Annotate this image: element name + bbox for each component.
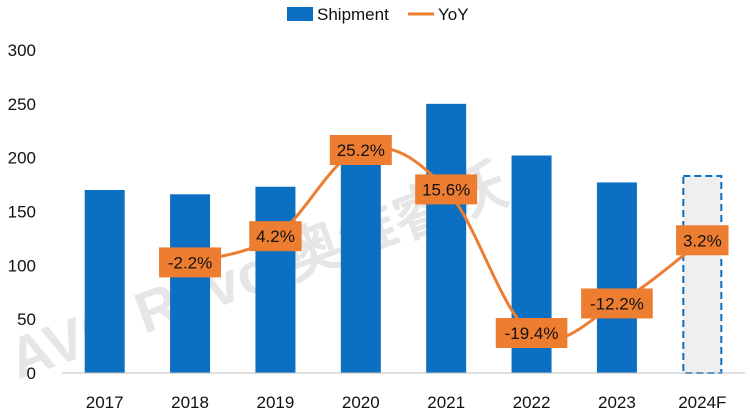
- yoy-label: 15.6%: [415, 174, 478, 205]
- y-tick-label: 300: [8, 41, 36, 60]
- yoy-label-box: [495, 318, 568, 348]
- yoy-label: -2.2%: [159, 247, 222, 278]
- legend-label-shipment: Shipment: [317, 5, 389, 24]
- yoy-labels: -2.2% 4.2% 25.2% 15.6% -19.4% -12.2% 3.2%: [159, 135, 729, 348]
- x-tick-label: 2021: [427, 393, 465, 412]
- yoy-label-text: -2.2%: [168, 253, 212, 272]
- yoy-label-box: [249, 221, 302, 252]
- legend-label-yoy: YoY: [438, 5, 469, 24]
- y-tick-label: 200: [8, 149, 36, 168]
- yoy-label-text: -19.4%: [505, 324, 559, 343]
- legend: Shipment YoY: [287, 5, 469, 24]
- x-tick-label: 2022: [513, 393, 551, 412]
- y-tick-label: 100: [8, 256, 36, 275]
- yoy-label-box: [159, 247, 222, 278]
- yoy-label: -19.4%: [495, 318, 568, 348]
- y-tick-label: 150: [8, 203, 36, 222]
- x-tick-label: 2020: [342, 393, 380, 412]
- yoy-label-text: -12.2%: [590, 294, 644, 313]
- bar: [255, 186, 296, 373]
- yoy-label-box: [676, 225, 729, 256]
- yoy-label-text: 4.2%: [256, 227, 295, 246]
- x-tick-label: 2018: [171, 393, 209, 412]
- x-tick-label: 2019: [257, 393, 295, 412]
- y-axis: 0 50 100 150 200 250 300: [8, 41, 36, 383]
- bar: [426, 103, 467, 373]
- yoy-label: 3.2%: [676, 225, 729, 256]
- yoy-label-text: 25.2%: [337, 141, 385, 160]
- bar-forecast: [682, 174, 723, 374]
- bar: [84, 189, 125, 373]
- bar: [596, 182, 637, 373]
- yoy-label-box: [581, 288, 653, 319]
- yoy-label-box: [415, 174, 478, 205]
- y-tick-label: 0: [27, 364, 36, 383]
- y-tick-label: 250: [8, 95, 36, 114]
- x-axis: 2017 2018 2019 2020 2021 2022 2023 2024F: [62, 372, 745, 412]
- y-tick-label: 50: [17, 310, 36, 329]
- bar: [340, 140, 381, 373]
- yoy-label-text: 3.2%: [683, 231, 722, 250]
- x-tick-label: 2024F: [678, 393, 726, 412]
- x-tick-label: 2023: [598, 393, 636, 412]
- yoy-label-box: [329, 135, 392, 165]
- bar: [170, 194, 211, 373]
- yoy-label: -12.2%: [581, 288, 653, 319]
- x-tick-label: 2017: [86, 393, 124, 412]
- yoy-label-text: 15.6%: [422, 180, 470, 199]
- yoy-label: 25.2%: [329, 135, 392, 165]
- yoy-label: 4.2%: [249, 221, 302, 252]
- legend-swatch-shipment: [287, 7, 313, 21]
